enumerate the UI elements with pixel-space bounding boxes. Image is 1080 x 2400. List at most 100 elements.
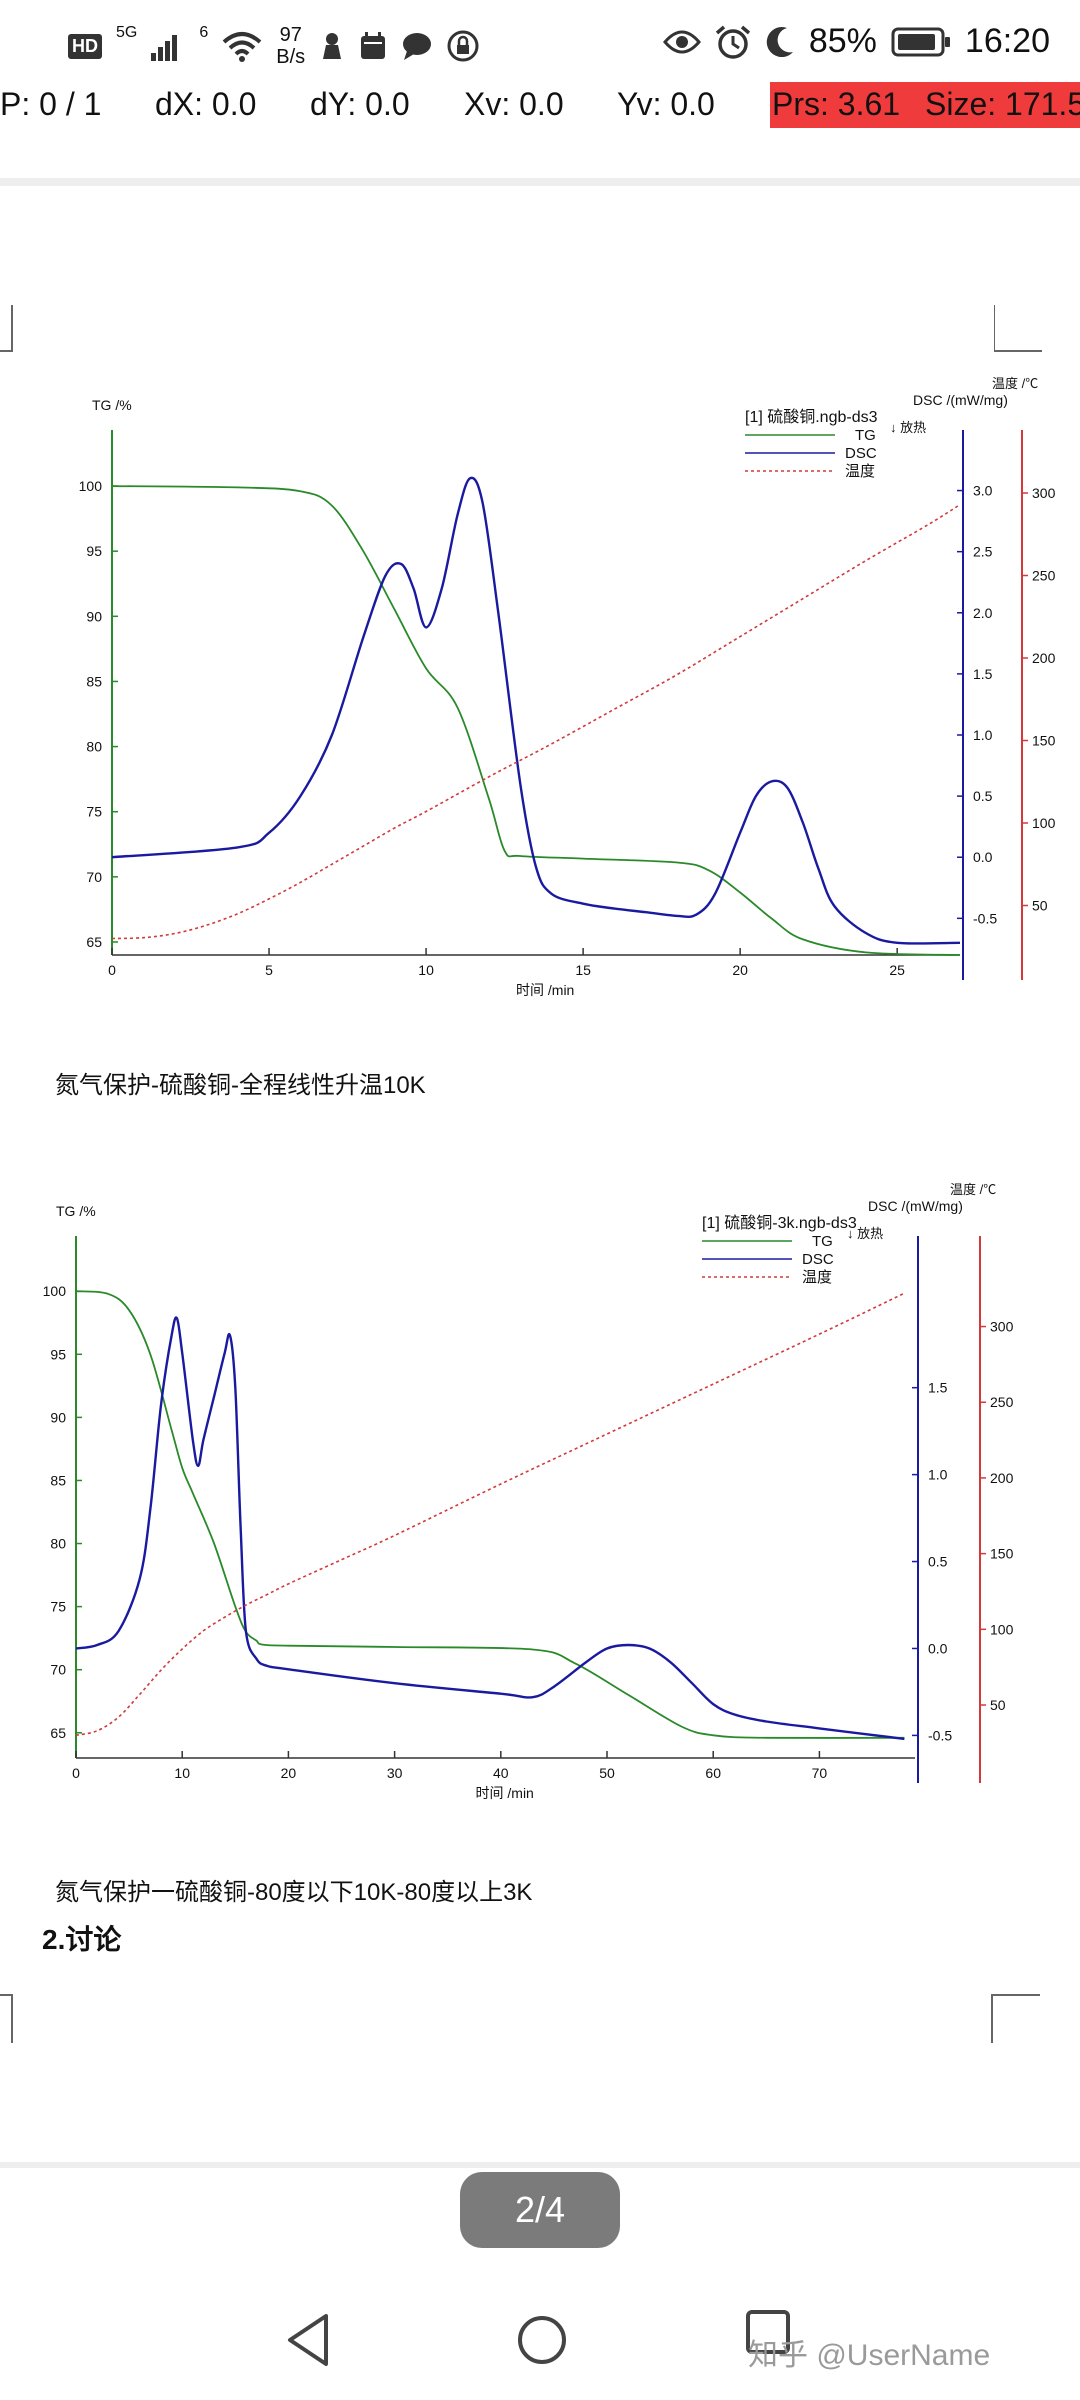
tg-axis-label: TG /% — [56, 1203, 96, 1219]
tg-tick-label: 85 — [50, 1472, 66, 1488]
tg-tick-label: 75 — [50, 1599, 66, 1615]
dsc-tick-label: 2.5 — [973, 544, 993, 560]
calendar-icon — [361, 32, 386, 59]
tg-tick-label: 85 — [86, 673, 102, 689]
chat-icon — [403, 33, 432, 60]
tg-tick-label: 75 — [86, 804, 102, 820]
legend-dsc-label: DSC — [845, 445, 877, 462]
watermark: 知乎 @UserName — [748, 2339, 991, 2372]
velocity-y: Yv: 0.0 — [617, 86, 715, 122]
temp-tick-label: 100 — [1032, 815, 1056, 831]
tg-tick-label: 80 — [86, 739, 102, 755]
dsc-axis-label: DSC /(mW/mg) — [913, 392, 1008, 408]
eye-icon — [662, 30, 701, 53]
legend-title: [1] 硫酸铜.ngb-ds3 — [745, 408, 878, 426]
time-tick-label: 20 — [281, 1765, 297, 1781]
pointer-count: P: 0 / 1 — [0, 86, 102, 122]
dsc-tick-label: 2.0 — [973, 605, 993, 621]
dsc-tick-label: -0.5 — [973, 910, 997, 926]
temp-tick-label: 250 — [990, 1394, 1014, 1410]
crop-corner-tl — [0, 305, 13, 352]
series-temperature-line — [111, 503, 961, 940]
legend-tg-label: TG — [855, 427, 876, 444]
time-tick-label: 70 — [812, 1765, 828, 1781]
top-divider — [0, 178, 1080, 186]
home-icon[interactable] — [514, 2312, 570, 2368]
temp-tick-label: 300 — [990, 1319, 1014, 1335]
tg-tick-label: 100 — [43, 1283, 67, 1299]
delta-y: dY: 0.0 — [310, 86, 410, 122]
tg-tick-label: 65 — [50, 1725, 66, 1741]
dsc-tick-label: 0.5 — [928, 1554, 948, 1570]
network-speed: 97 B/s — [276, 24, 305, 68]
temp-axis-label: 温度 /℃ — [950, 1182, 996, 1197]
bottom-divider — [0, 2162, 1080, 2168]
dsc-tick-label: 1.5 — [928, 1380, 948, 1396]
series-temperature-line — [75, 1292, 905, 1737]
network-type: 5G — [116, 24, 138, 41]
temp-tick-label: 300 — [1032, 485, 1056, 501]
temp-axis-label: 温度 /℃ — [992, 376, 1038, 391]
signal-icon — [151, 35, 178, 61]
dsc-tick-label: 1.5 — [973, 666, 993, 682]
series-tg-line — [111, 485, 961, 956]
navigation-bar: 知乎 @UserName — [0, 2282, 1080, 2400]
tg-axis-label: TG /% — [92, 397, 132, 413]
dsc-tick-label: 0.0 — [973, 849, 993, 865]
status-right: 85% 16:20 — [662, 22, 1050, 61]
pressure-highlight — [770, 82, 1080, 128]
tg-tick-label: 95 — [86, 543, 102, 559]
temp-tick-label: 250 — [1032, 568, 1056, 584]
tg-tick-label: 90 — [50, 1409, 66, 1425]
tg-tick-label: 90 — [86, 608, 102, 624]
temp-tick-label: 50 — [1032, 898, 1048, 914]
delta-x: dX: 0.0 — [155, 86, 257, 122]
temp-tick-label: 200 — [1032, 650, 1056, 666]
dsc-axis-label: DSC /(mW/mg) — [868, 1198, 963, 1214]
dsc-tick-label: -0.5 — [928, 1727, 952, 1743]
time-tick-label: 20 — [732, 962, 748, 978]
battery-icon — [891, 27, 950, 56]
exo-direction-label: ↓ 放热 — [847, 1226, 883, 1241]
pointer-location-bar: P: 0 / 1 dX: 0.0 dY: 0.0 Xv: 0.0 Yv: 0.0… — [0, 80, 1080, 132]
tg-tick-label: 80 — [50, 1536, 66, 1552]
speed-unit: B/s — [276, 46, 306, 68]
lock-icon — [447, 30, 479, 62]
moon-icon — [766, 26, 793, 57]
section-heading: 2.讨论 — [42, 1924, 122, 1955]
legend-temperature-label: 温度 — [845, 463, 875, 480]
dsc-tick-label: 0.5 — [973, 788, 993, 804]
hd-badge: HD — [68, 33, 102, 59]
battery-percent: 85% — [808, 22, 877, 60]
dsc-tick-label: 0.0 — [928, 1640, 948, 1656]
wifi-icon — [222, 32, 262, 62]
crop-corner-br — [991, 1994, 1040, 2043]
dsc-tick-label: 1.0 — [973, 727, 993, 743]
back-icon[interactable] — [284, 2312, 334, 2368]
time-tick-label: 0 — [108, 962, 116, 978]
clock: 16:20 — [964, 22, 1050, 60]
tg-tick-label: 70 — [86, 869, 102, 885]
dsc-tick-label: 3.0 — [973, 483, 993, 499]
status-left: HD 5G 6 97 B/s — [68, 24, 479, 68]
temp-tick-label: 150 — [990, 1546, 1014, 1562]
temp-tick-label: 150 — [1032, 733, 1056, 749]
time-tick-label: 25 — [889, 962, 905, 978]
legend-dsc-label: DSC — [802, 1251, 834, 1268]
time-tick-label: 60 — [705, 1765, 721, 1781]
recent-apps-icon[interactable] — [744, 2308, 794, 2358]
crop-corner-bl — [0, 1994, 13, 2043]
time-axis-label: 时间 /min — [476, 1785, 534, 1801]
page-indicator[interactable]: 2/4 — [460, 2172, 620, 2248]
time-tick-label: 5 — [265, 962, 273, 978]
dsc-tick-label: 1.0 — [928, 1467, 948, 1483]
alarm-icon — [715, 25, 750, 59]
time-tick-label: 40 — [493, 1765, 509, 1781]
time-axis-label: 时间 /min — [516, 982, 574, 998]
legend-temperature-label: 温度 — [802, 1269, 832, 1286]
time-tick-label: 50 — [599, 1765, 615, 1781]
tga-chart-3k: TG /% DSC /(mW/mg)温度 /℃ 时间 /min 65 70 75 80 85 9… — [43, 1182, 1014, 1801]
temp-tick-label: 50 — [990, 1697, 1006, 1713]
speed-value: 97 — [279, 24, 302, 46]
tg-tick-label: 70 — [50, 1662, 66, 1678]
